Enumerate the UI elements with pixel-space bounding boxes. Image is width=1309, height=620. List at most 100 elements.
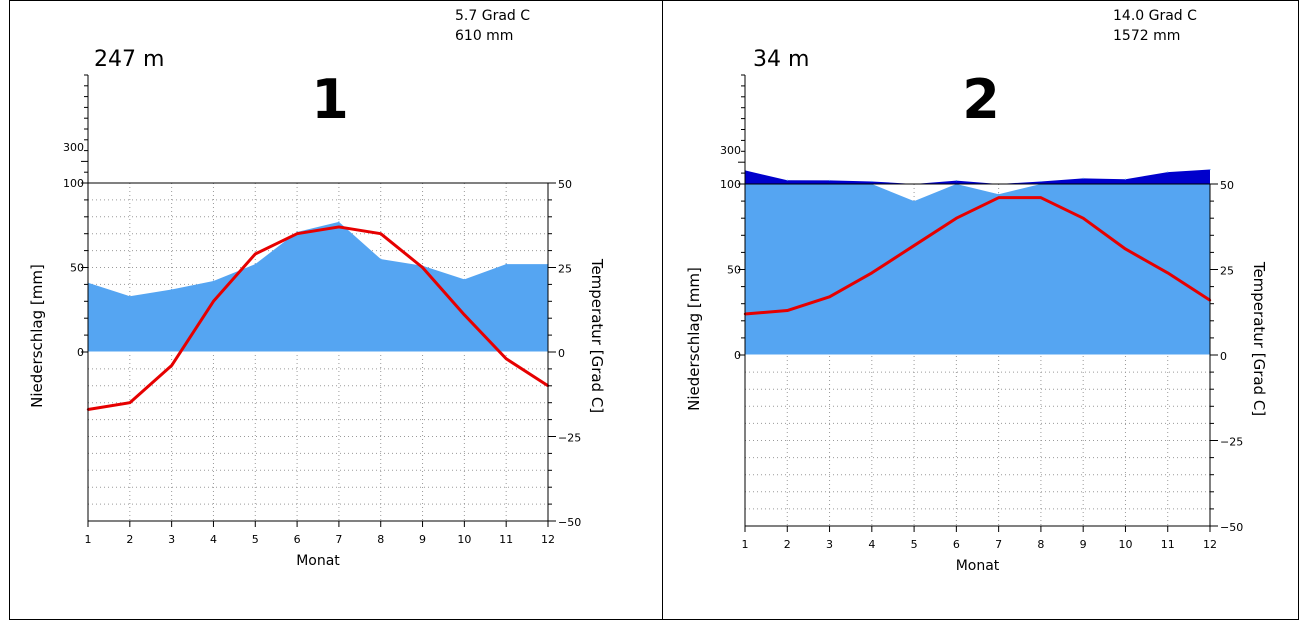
- right-tick-label: −25: [558, 432, 581, 445]
- temperature-point: [870, 271, 874, 275]
- temperature-point: [254, 252, 257, 256]
- left-tick-label: 300: [720, 144, 741, 157]
- precipitation-point: [828, 179, 831, 182]
- right-tick-label: 0: [558, 347, 565, 360]
- x-tick-label: 11: [499, 533, 513, 546]
- right-tick-label: −50: [558, 516, 581, 529]
- x-tick-label: 1: [85, 533, 92, 546]
- x-tick-label: 4: [868, 538, 875, 551]
- x-tick-label: 11: [1161, 538, 1175, 551]
- left-tick-label: 50: [727, 264, 741, 277]
- right-tick-label: −50: [1220, 521, 1243, 534]
- annual-precipitation-label: 610 mm: [455, 28, 513, 44]
- precipitation-point: [871, 180, 873, 183]
- precipitation-point: [913, 200, 915, 202]
- precipitation-point: [338, 221, 340, 223]
- temperature-point: [295, 232, 299, 235]
- precipitation-point: [463, 278, 465, 280]
- precipitation-point: [1124, 178, 1127, 180]
- precipitation-point: [212, 280, 215, 282]
- x-tick-label: 8: [1037, 538, 1044, 551]
- x-tick-label: 4: [210, 533, 217, 546]
- x-tick-label: 9: [419, 533, 426, 546]
- y-axis-label-left: Niederschlag [mm]: [685, 267, 703, 411]
- annual-temperature-label: 5.7 Grad C: [455, 8, 530, 24]
- x-tick-label: 2: [784, 538, 791, 551]
- precipitation-point: [1082, 177, 1084, 179]
- temperature-point: [379, 232, 382, 235]
- left-tick-label: 100: [63, 177, 84, 190]
- left-tick-label: 0: [77, 346, 84, 359]
- temperature-point: [1039, 196, 1043, 199]
- temperature-point: [421, 266, 424, 269]
- climate-chart-2: 1 2 3 4 5 6 7 8 9 10 11 12 0 50 100 300 50 25 0 −25 −50 Monat…: [663, 0, 1299, 617]
- precipitation-point: [505, 263, 507, 265]
- temperature-point: [212, 300, 215, 303]
- elevation-label: 34 m: [753, 47, 809, 72]
- panel-divider: [662, 0, 663, 620]
- temperature-point: [1166, 271, 1169, 275]
- precipitation-point: [129, 295, 131, 297]
- x-tick-label: 6: [294, 533, 301, 546]
- right-tick-label: 25: [1220, 265, 1234, 278]
- temperature-line: [87, 225, 549, 411]
- precipitation-area: [88, 221, 548, 352]
- temperature-point: [828, 295, 831, 299]
- temperature-point: [170, 364, 173, 367]
- left-tick-label: 0: [734, 349, 741, 362]
- precipitation-excess-area: [745, 169, 1210, 184]
- panel-number: 2: [962, 68, 1000, 131]
- precipitation-point: [1167, 171, 1169, 173]
- temperature-point: [128, 401, 132, 404]
- precipitation-point: [1040, 180, 1042, 183]
- right-tick-label: −25: [1220, 436, 1243, 449]
- precipitation-point: [998, 193, 1000, 195]
- temperature-point: [997, 196, 1000, 199]
- precipitation-point: [1209, 168, 1211, 171]
- x-tick-label: 9: [1080, 538, 1087, 551]
- x-tick-label: 6: [953, 538, 960, 551]
- x-tick-label: 5: [252, 533, 259, 546]
- y-axis-label-right: Temperatur [Grad C]: [1250, 261, 1268, 416]
- x-tick-label: 3: [168, 533, 175, 546]
- y-axis-label-left: Niederschlag [mm]: [28, 264, 46, 408]
- x-tick-label: 2: [126, 533, 133, 546]
- x-tick-label: 12: [541, 533, 555, 546]
- x-tick-label: 7: [335, 533, 342, 546]
- temperature-point: [504, 357, 508, 360]
- x-tick-label: 8: [377, 533, 384, 546]
- right-tick-label: 50: [558, 178, 572, 191]
- x-tick-label: 10: [457, 533, 471, 546]
- x-tick-label: 7: [995, 538, 1002, 551]
- temperature-point: [463, 313, 466, 317]
- x-tick-label: 3: [826, 538, 833, 551]
- x-tick-label: 5: [911, 538, 918, 551]
- precipitation-point: [786, 179, 788, 181]
- right-tick-label: 0: [1220, 350, 1227, 363]
- x-axis-label: Monat: [956, 558, 1000, 574]
- climate-chart-2-svg: 1 2 3 4 5 6 7 8 9 10 11 1205010030050250−25−50Monat…: [685, 8, 1268, 574]
- panel-number: 1: [311, 68, 349, 131]
- left-tick-label: 50: [70, 262, 84, 275]
- right-tick-label: 50: [1220, 179, 1234, 192]
- x-axis-label: Monat: [296, 553, 340, 569]
- temperature-point: [955, 217, 958, 220]
- temperature-point: [1081, 217, 1085, 220]
- annual-temperature-label: 14.0 Grad C: [1113, 8, 1197, 24]
- y-axis-label-right: Temperatur [Grad C]: [588, 258, 606, 413]
- x-tick-label: 12: [1203, 538, 1217, 551]
- temperature-point: [337, 225, 341, 229]
- left-tick-label: 300: [63, 141, 84, 154]
- precipitation-area: [745, 184, 1210, 355]
- temperature-point: [1124, 247, 1127, 251]
- temperature-point: [786, 309, 789, 312]
- precipitation-point: [254, 263, 256, 265]
- precipitation-point: [171, 288, 173, 291]
- temperature-point: [912, 244, 916, 247]
- x-tick-label: 1: [742, 538, 749, 551]
- climate-chart-1: 1 2 3 4 5 6 7 8 9 10 11 12 0 50 100 300 50 25 0 −25 −50 Monat…: [10, 0, 662, 617]
- temperature-line: [744, 196, 1211, 316]
- precipitation-point: [955, 180, 957, 182]
- precipitation-point: [380, 258, 382, 260]
